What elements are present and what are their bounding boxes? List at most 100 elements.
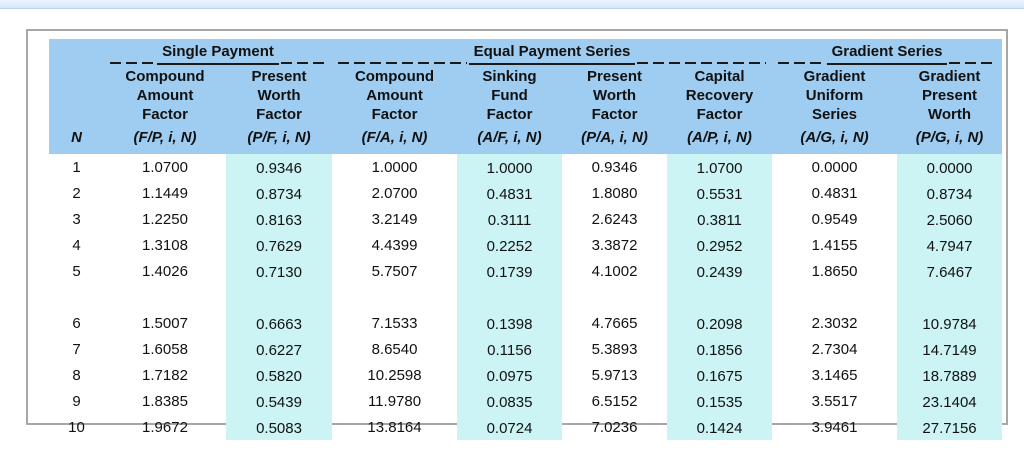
period-cell: 10 xyxy=(68,418,85,436)
value-cell: 5.7507 xyxy=(371,262,418,280)
notation-n: N xyxy=(49,125,104,154)
spacer-cell xyxy=(897,284,1003,310)
value-cell: 0.0000 xyxy=(811,158,858,176)
value-cell: 0.1535 xyxy=(667,388,773,414)
value-cell: 6.5152 xyxy=(591,392,638,410)
value-cell: 1.2250 xyxy=(142,210,188,228)
value-cell: 3.3872 xyxy=(591,236,638,254)
value-cell: 0.5531 xyxy=(667,180,773,206)
value-cell: 0.5083 xyxy=(226,414,333,440)
spacer-cell xyxy=(457,284,563,310)
value-cell: 5.3893 xyxy=(591,340,638,358)
value-cell: 2.5060 xyxy=(897,206,1003,232)
column-header-n xyxy=(49,65,104,125)
value-cell: 2.3032 xyxy=(811,314,858,332)
value-cell: 0.0835 xyxy=(457,388,563,414)
value-cell: 4.7947 xyxy=(897,232,1003,258)
notation-row: N (F/P, i, N) (P/F, i, N) (F/A, i, N) (A… xyxy=(49,125,1003,154)
group-header-row: Single Payment Equal Payment Series Grad… xyxy=(49,39,1003,65)
dash-line xyxy=(949,62,997,64)
value-cell: 10.9784 xyxy=(897,310,1003,336)
value-cell: 0.4831 xyxy=(811,184,858,202)
spacer-cell xyxy=(667,284,773,310)
value-cell: 0.8163 xyxy=(226,206,333,232)
spacer-cell xyxy=(562,284,667,310)
group-single-payment: Single Payment xyxy=(104,39,333,65)
value-cell: 8.6540 xyxy=(371,340,418,358)
value-cell: 5.9713 xyxy=(591,366,638,384)
interest-table-panel: Single Payment Equal Payment Series Grad… xyxy=(26,29,1008,440)
value-cell: 0.9346 xyxy=(226,154,333,180)
value-cell: 10.2598 xyxy=(367,366,422,384)
value-cell: 0.2439 xyxy=(667,258,773,284)
value-cell: 18.7889 xyxy=(897,362,1003,388)
value-cell: 0.7130 xyxy=(226,258,333,284)
column-header-pg: Gradient Present Worth xyxy=(897,65,1003,125)
notation-pg: (P/G, i, N) xyxy=(897,125,1003,154)
value-cell: 1.9672 xyxy=(142,418,188,436)
value-cell: 1.4026 xyxy=(142,262,188,280)
group-header-spacer xyxy=(49,39,104,65)
value-cell: 0.8734 xyxy=(226,180,333,206)
spacer-cell xyxy=(332,284,457,310)
table-row: 9 1.8385 0.5439 11.9780 0.0835 6.5152 0.1535 3.… xyxy=(49,388,1003,414)
column-header-fa: Compound Amount Factor xyxy=(332,65,458,125)
column-header-ap: Capital Recovery Factor xyxy=(667,65,773,125)
value-cell: 0.0000 xyxy=(897,154,1003,180)
table-row: 5 1.4026 0.7130 5.7507 0.1739 4.1002 0.2439 1.8… xyxy=(49,258,1003,284)
value-cell: 4.7665 xyxy=(591,314,638,332)
value-cell: 2.0700 xyxy=(371,184,418,202)
value-cell: 0.1675 xyxy=(667,362,773,388)
value-cell: 2.7304 xyxy=(811,340,858,358)
dash-line xyxy=(110,62,156,64)
value-cell: 7.6467 xyxy=(897,258,1003,284)
period-cell: 8 xyxy=(72,366,81,384)
dash-line xyxy=(280,62,327,64)
value-cell: 3.5517 xyxy=(811,392,858,410)
spacer-cell xyxy=(49,284,104,310)
value-cell: 0.1856 xyxy=(667,336,773,362)
value-cell: 1.5007 xyxy=(142,314,188,332)
notation-af: (A/F, i, N) xyxy=(457,125,563,154)
period-cell: 4 xyxy=(72,236,81,254)
value-cell: 0.2098 xyxy=(667,310,773,336)
notation-ap: (A/P, i, N) xyxy=(667,125,773,154)
value-cell: 0.0724 xyxy=(457,414,563,440)
interest-factor-table: Single Payment Equal Payment Series Grad… xyxy=(49,39,1003,440)
value-cell: 1.6058 xyxy=(142,340,188,358)
table-row: 4 1.3108 0.7629 4.4399 0.2252 3.3872 0.2952 1.4… xyxy=(49,232,1003,258)
value-cell: 11.9780 xyxy=(367,392,422,410)
value-cell: 0.0975 xyxy=(457,362,563,388)
period-cell: 6 xyxy=(72,314,81,332)
value-cell: 0.6663 xyxy=(226,310,333,336)
value-cell: 0.1739 xyxy=(457,258,563,284)
notation-ag: (A/G, i, N) xyxy=(772,125,898,154)
value-cell: 0.2252 xyxy=(457,232,563,258)
spacer-cell xyxy=(104,284,226,310)
notation-pa: (P/A, i, N) xyxy=(562,125,668,154)
value-cell: 1.0700 xyxy=(142,158,188,176)
value-cell: 0.1156 xyxy=(457,336,563,362)
period-cell: 1 xyxy=(72,158,81,176)
value-cell: 1.4155 xyxy=(811,236,858,254)
notation-fa: (F/A, i, N) xyxy=(332,125,458,154)
notation-fp: (F/P, i, N) xyxy=(104,125,226,154)
value-cell: 7.0236 xyxy=(591,418,638,436)
value-cell: 1.7182 xyxy=(142,366,188,384)
table-row: 3 1.2250 0.8163 3.2149 0.3111 2.6243 0.3811 0.9… xyxy=(49,206,1003,232)
table-body: 1 1.0700 0.9346 1.0000 1.0000 0.9346 1.0700 0.0… xyxy=(49,154,1003,440)
column-header-pa: Present Worth Factor xyxy=(562,65,668,125)
table-row: 10 1.9672 0.5083 13.8164 0.0724 7.0236 0.1424 3… xyxy=(49,414,1003,440)
value-cell: 1.0000 xyxy=(371,158,418,176)
dash-line xyxy=(637,62,767,64)
value-cell: 23.1404 xyxy=(897,388,1003,414)
value-cell: 0.8734 xyxy=(897,180,1003,206)
top-accent-bar xyxy=(0,0,1024,9)
table-row: 1 1.0700 0.9346 1.0000 1.0000 0.9346 1.0700 0.0… xyxy=(49,154,1003,180)
column-header-ag: Gradient Uniform Series xyxy=(772,65,898,125)
value-cell: 0.3111 xyxy=(457,206,563,232)
table-header: Single Payment Equal Payment Series Grad… xyxy=(49,39,1003,154)
column-header-af: Sinking Fund Factor xyxy=(457,65,563,125)
value-cell: 3.2149 xyxy=(371,210,418,228)
value-cell: 27.7156 xyxy=(897,414,1003,440)
